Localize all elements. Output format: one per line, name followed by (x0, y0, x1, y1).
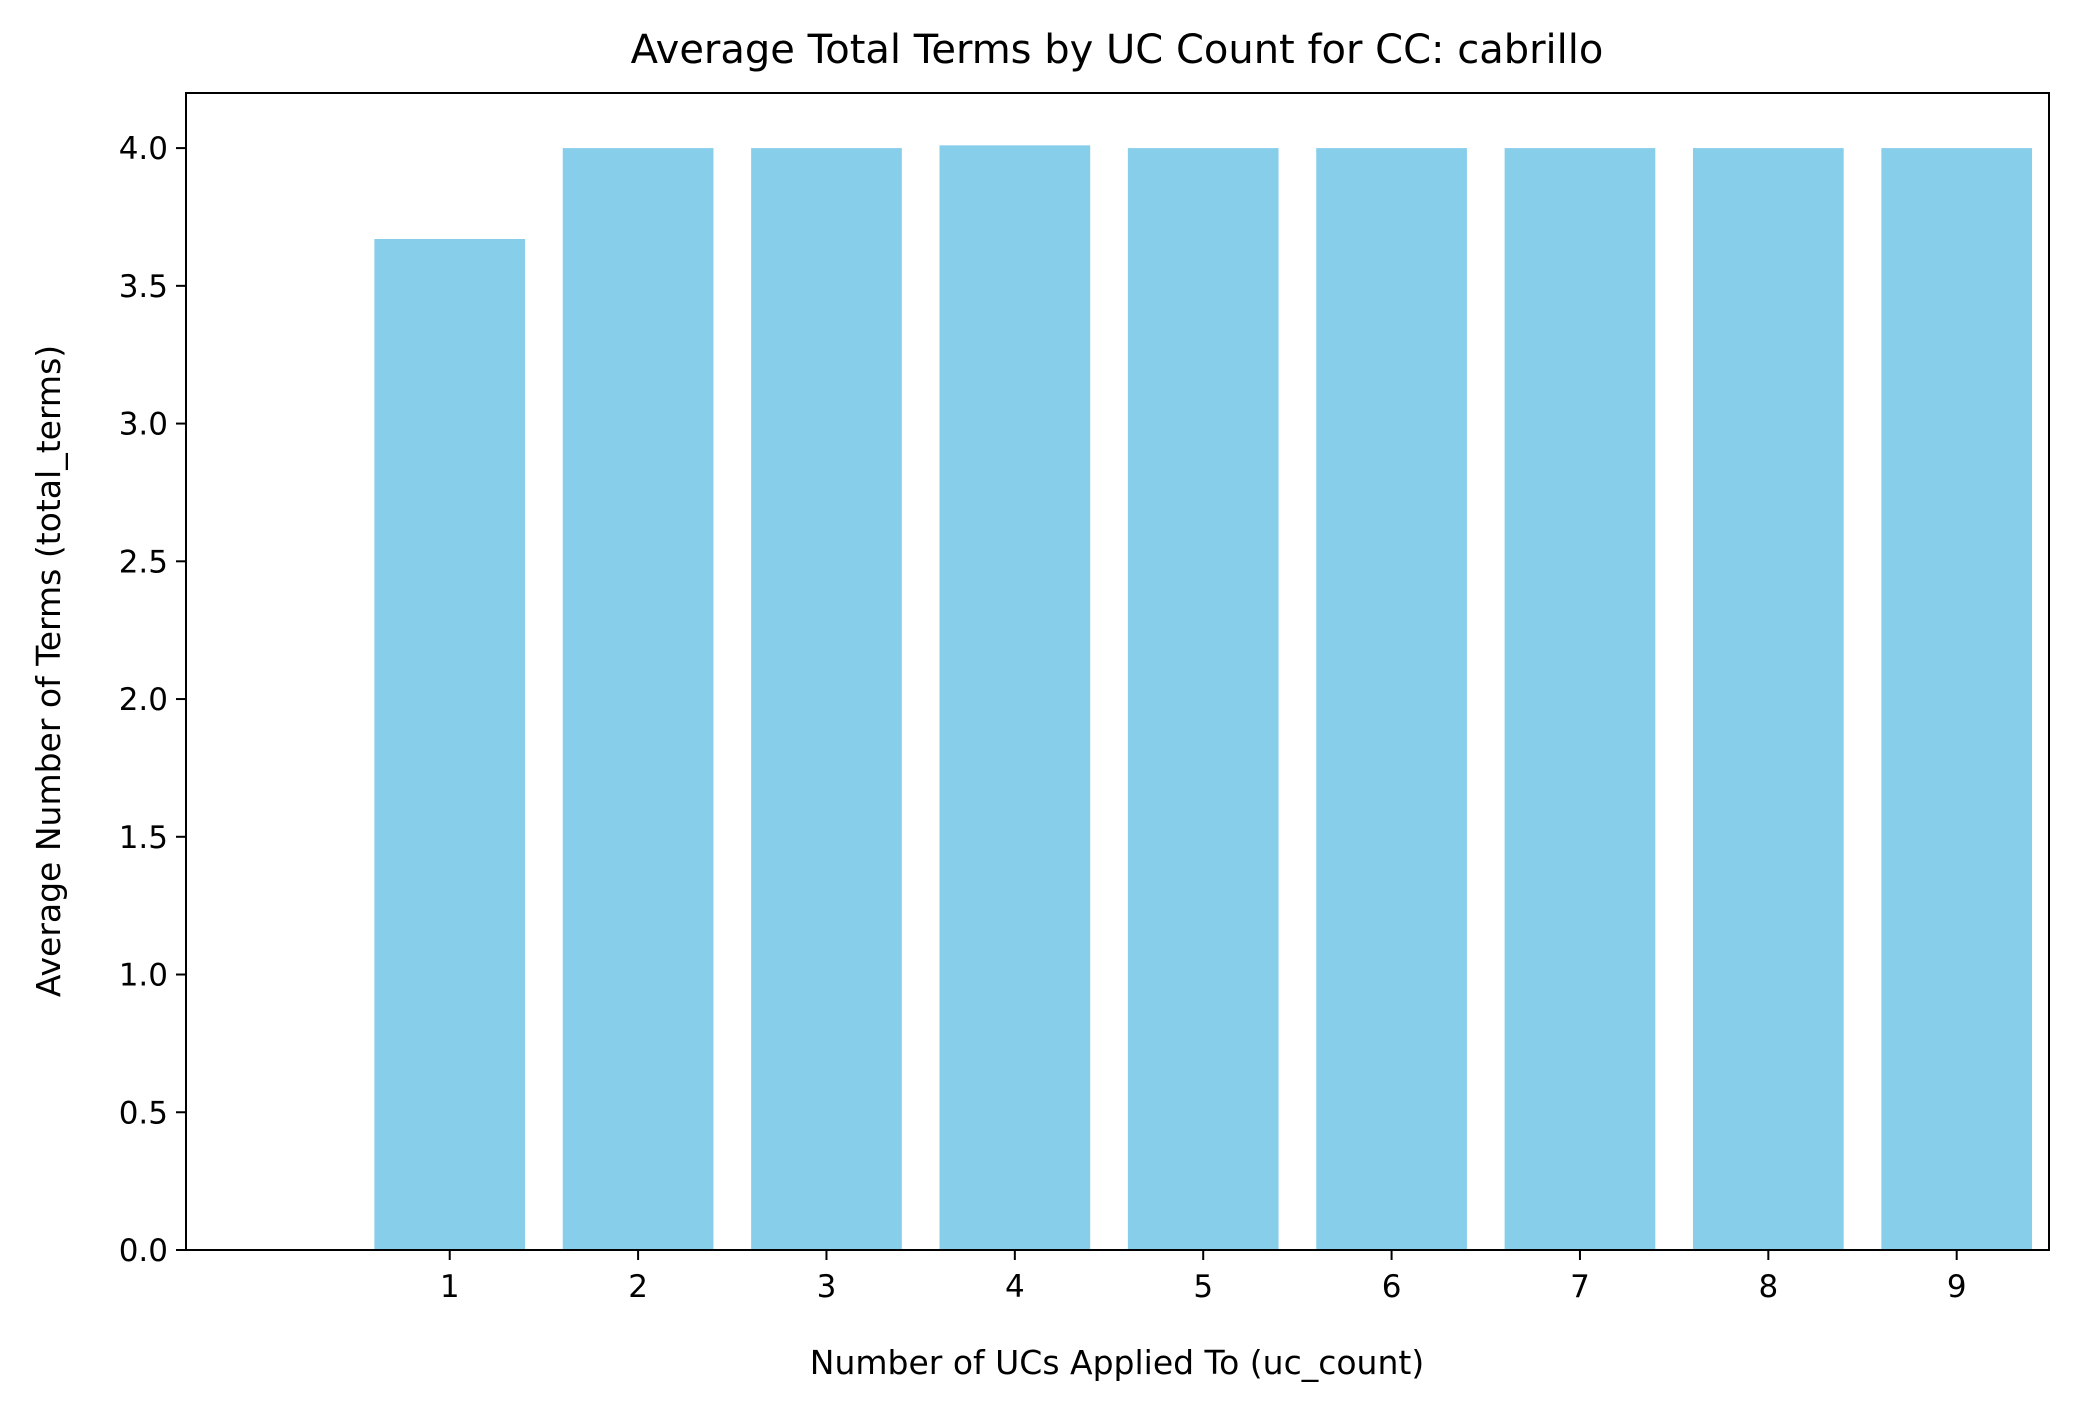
y-tick-label: 4.0 (119, 131, 168, 167)
x-tick-label: 1 (440, 1269, 460, 1305)
y-axis-label: Average Number of Terms (total_terms) (29, 345, 68, 997)
bar-5 (1127, 148, 1279, 1251)
bar-3 (751, 148, 902, 1251)
bar-8 (1692, 148, 1844, 1251)
y-axis: 0.0 0.5 1.0 1.5 2.0 2.5 3.0 3.5 4.0 (119, 131, 186, 1269)
x-tick-label: 8 (1758, 1269, 1778, 1305)
y-tick-label: 1.5 (119, 820, 168, 856)
y-tick-label: 2.5 (119, 544, 168, 580)
y-tick-label: 3.5 (119, 269, 168, 305)
plot-frame (185, 92, 2050, 1251)
y-tick-label: 0.0 (119, 1233, 168, 1269)
x-tick-label: 6 (1382, 1269, 1402, 1305)
x-tick-label: 7 (1570, 1269, 1590, 1305)
y-tick-label: 0.5 (119, 1095, 168, 1131)
bar-4 (939, 145, 1091, 1251)
x-tick-label: 2 (628, 1269, 648, 1305)
bar-9 (1881, 148, 2033, 1251)
y-tick-label: 3.0 (119, 407, 168, 443)
x-tick-label: 3 (817, 1269, 837, 1305)
x-tick-label: 5 (1193, 1269, 1213, 1305)
y-tick-label: 1.0 (119, 958, 168, 994)
y-tick-label: 2.0 (119, 682, 168, 718)
bar-6 (1316, 148, 1467, 1251)
x-tick-label: 9 (1947, 1269, 1967, 1305)
x-tick-label: 4 (1005, 1269, 1025, 1305)
bar-1 (374, 239, 526, 1250)
x-axis: 1 2 3 4 5 6 7 8 9 (440, 1250, 1967, 1305)
x-axis-label: Number of UCs Applied To (uc_count) (810, 1343, 1424, 1382)
bar-2 (562, 148, 714, 1251)
bar-7 (1504, 148, 1656, 1251)
chart-title: Average Total Terms by UC Count for CC: … (631, 27, 1604, 73)
bars-group (374, 145, 2033, 1251)
